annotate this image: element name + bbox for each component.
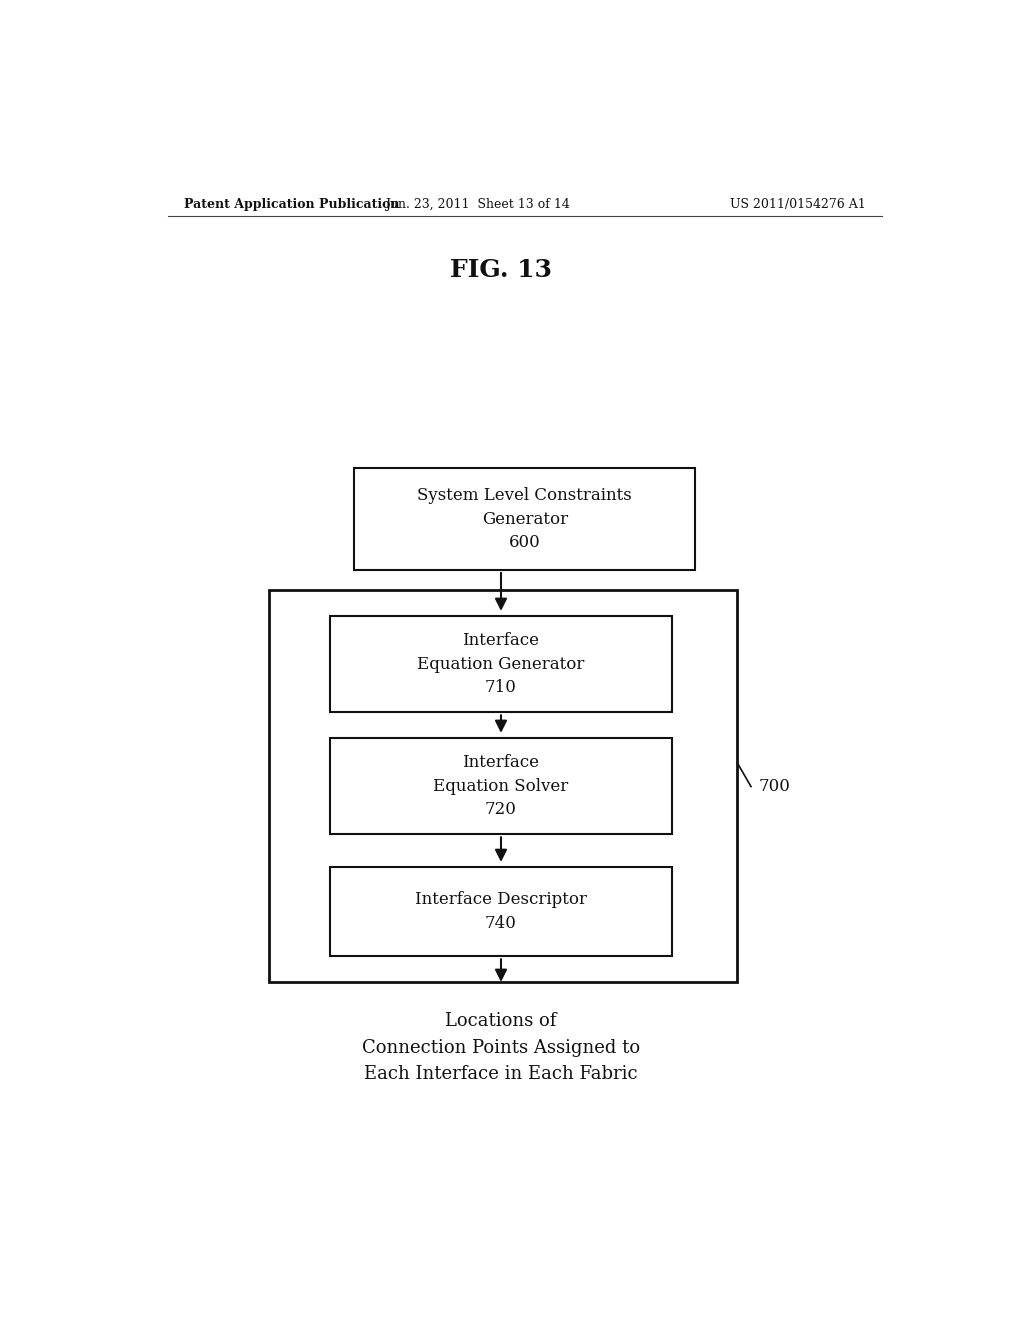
Bar bbox=[354, 469, 695, 570]
Text: Interface
Equation Solver
720: Interface Equation Solver 720 bbox=[433, 754, 568, 818]
Text: Interface
Equation Generator
710: Interface Equation Generator 710 bbox=[418, 632, 585, 696]
Text: 700: 700 bbox=[759, 777, 791, 795]
Text: Jun. 23, 2011  Sheet 13 of 14: Jun. 23, 2011 Sheet 13 of 14 bbox=[385, 198, 569, 211]
Text: FIG. 13: FIG. 13 bbox=[450, 259, 552, 282]
Bar bbox=[331, 867, 672, 956]
Bar bbox=[331, 615, 672, 713]
Text: Locations of
Connection Points Assigned to
Each Interface in Each Fabric: Locations of Connection Points Assigned … bbox=[361, 1012, 640, 1084]
Text: US 2011/0154276 A1: US 2011/0154276 A1 bbox=[730, 198, 866, 211]
Text: System Level Constraints
Generator
600: System Level Constraints Generator 600 bbox=[418, 487, 632, 552]
Text: Interface Descriptor
740: Interface Descriptor 740 bbox=[415, 891, 587, 932]
Bar bbox=[269, 590, 737, 982]
Text: Patent Application Publication: Patent Application Publication bbox=[183, 198, 399, 211]
Bar bbox=[331, 738, 672, 834]
